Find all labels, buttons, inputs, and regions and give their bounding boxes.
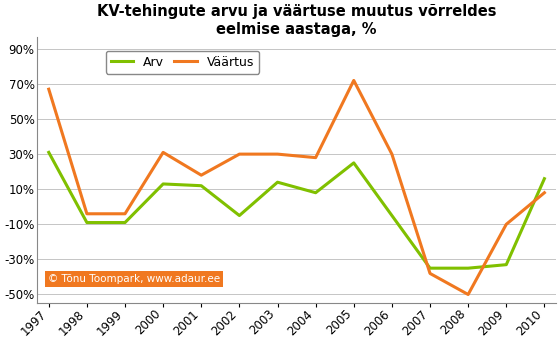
Väärtus [351,78,357,82]
Arv [351,161,357,165]
Väärtus [83,212,90,216]
Arv [198,184,204,188]
Arv [389,213,395,218]
Väärtus [122,212,128,216]
Väärtus [389,152,395,156]
Text: KV-tehingute arvu ja väärtuse muutus võrreldes
eelmise aastaga, %: KV-tehingute arvu ja väärtuse muutus võr… [97,4,496,37]
Arv [427,266,433,270]
Väärtus [236,152,242,156]
Väärtus [274,152,281,156]
Väärtus [198,173,204,177]
Arv [312,191,319,195]
Text: © Tõnu Toompark, www.adaur.ee: © Tõnu Toompark, www.adaur.ee [48,274,220,284]
Arv [236,213,242,218]
Väärtus [160,150,166,155]
Arv [274,180,281,184]
Väärtus [427,272,433,276]
Arv [465,266,472,270]
Arv [45,150,52,155]
Line: Arv: Arv [49,153,544,268]
Väärtus [465,292,472,297]
Arv [541,176,548,181]
Arv [160,182,166,186]
Väärtus [312,156,319,160]
Line: Väärtus: Väärtus [49,80,544,294]
Arv [503,263,510,267]
Legend: Arv, Väärtus: Arv, Väärtus [106,51,259,74]
Väärtus [503,222,510,226]
Arv [122,221,128,225]
Arv [83,221,90,225]
Väärtus [45,87,52,91]
Väärtus [541,191,548,195]
